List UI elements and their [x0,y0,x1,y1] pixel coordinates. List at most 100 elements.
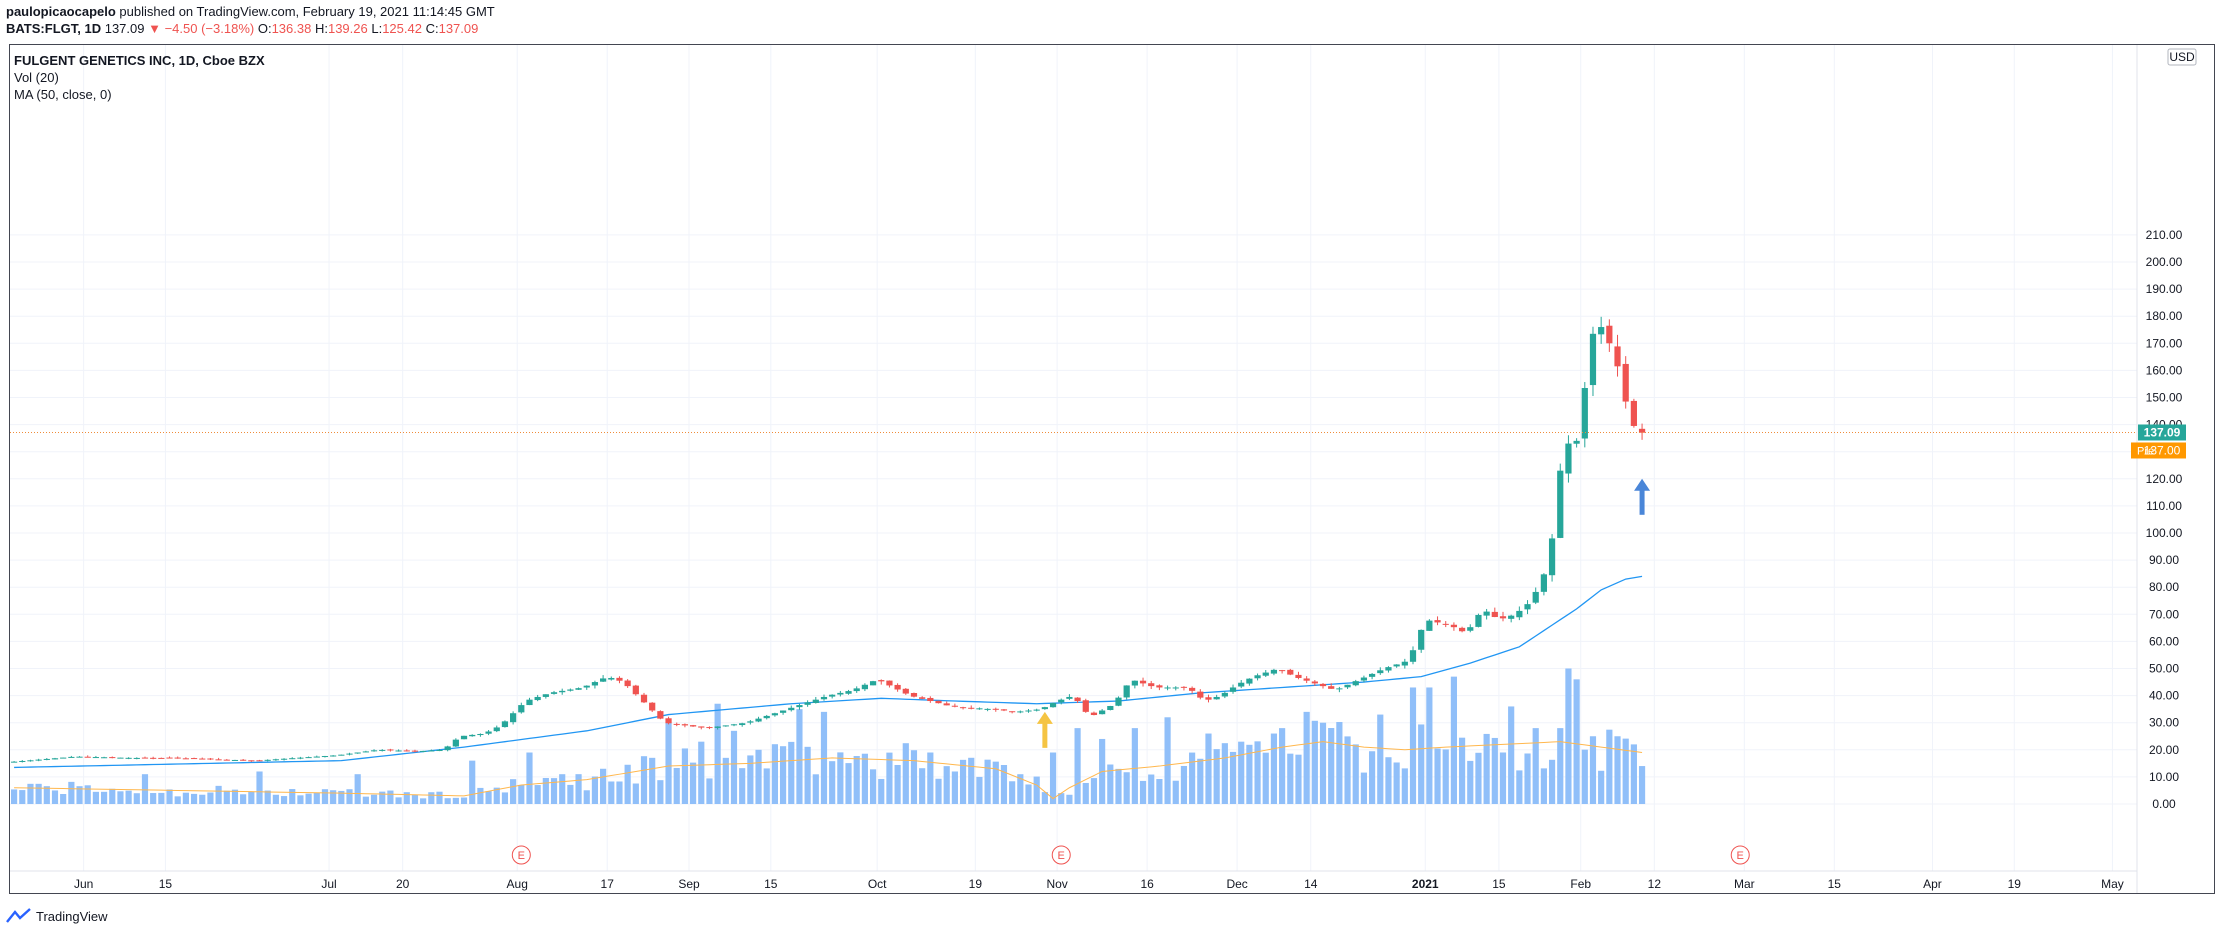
price-tick-label: 100.00 [2146,526,2183,540]
volume-bar [174,796,181,804]
publisher-name[interactable]: paulopicaocapelo [6,4,116,19]
volume-bar [869,769,877,804]
volume-bar [910,750,918,804]
volume-bar [730,730,738,804]
candle-body [182,758,189,760]
candle-body [493,727,500,732]
volume-bar [1336,721,1343,804]
volume-bar [1499,752,1507,804]
legend-title[interactable]: FULGENT GENETICS INC, 1D, Cboe BZX [14,53,265,68]
volume-bar [76,786,83,804]
volume-bar [117,791,124,804]
volume-bar [567,784,574,804]
volume-bar [19,790,26,804]
volume-bar [820,711,828,804]
volume-bar [158,792,165,804]
time-tick-label: Aug [507,877,528,891]
candle-body [1295,674,1302,678]
candle-body [714,726,721,728]
volume-bar [1049,752,1057,804]
volume-bar [518,784,525,804]
volume-bar [771,744,778,804]
volume-bar [92,791,99,804]
volume-bar [264,790,271,804]
volume-bar [1491,737,1498,804]
volume-bar [1115,768,1122,804]
high-label: H: [314,21,328,36]
volume-bar [1246,744,1253,804]
volume-bar [379,791,386,804]
volume-bar [681,748,689,804]
volume-bar [420,798,427,804]
legend-volume[interactable]: Vol (20) [14,70,59,85]
candle-body [1581,388,1588,439]
volume-bar [510,779,517,804]
volume-bar [591,776,599,804]
price-tick-label: 80.00 [2149,580,2179,594]
candle-body [346,753,353,755]
candle-body [935,700,942,704]
candle-body [1393,664,1400,667]
candle-body [837,692,844,695]
volume-bar [829,761,836,804]
chart-legend: FULGENT GENETICS INC, 1D, Cboe BZX Vol (… [14,52,265,103]
chart-frame[interactable]: E E E 0.00 10.00 20.00 30.00 40.00 50.00 60.00 70… [9,44,2215,894]
currency-label[interactable]: USD [2169,50,2195,64]
candle-body [264,759,271,761]
candle-body [1532,591,1539,603]
candle-body [1017,711,1024,713]
volume-bar [35,783,42,804]
price-tick-label: 200.00 [2146,255,2183,269]
time-tick-label: 15 [159,877,173,891]
open-value: 136.38 [271,21,312,36]
candle-body [1172,687,1179,689]
volume-bar [1287,753,1294,804]
volume-bar [534,785,541,804]
candle-body [927,697,934,702]
time-tick-label: 15 [1492,877,1506,891]
candle-body [779,710,787,713]
legend-ma[interactable]: MA (50, close, 0) [14,87,112,102]
candle-body [1638,428,1646,433]
candle-body [1254,675,1261,679]
candle-body [395,750,402,752]
volume-bar [1082,782,1089,804]
volume-bar [690,762,697,804]
price-chart[interactable]: E E E 0.00 10.00 20.00 30.00 40.00 50.00 60.00 70… [10,45,2214,893]
candle-body [1442,623,1449,625]
candle-body [796,705,803,708]
candle-body [567,689,574,691]
last-price-badge: 137.09 [2138,424,2186,441]
chart-header: paulopicaocapelo published on TradingVie… [6,3,495,37]
candle-body [853,688,860,692]
candle-body [1164,687,1171,689]
volume-bar [526,752,533,804]
volume-bar [330,790,337,804]
candle-body [428,750,435,752]
candle-body [1099,710,1106,715]
candle-body [886,680,893,686]
volume-bar [722,757,729,804]
candle-body [968,707,975,709]
price-tick-label: 30.00 [2149,716,2179,730]
candle-body [804,702,811,705]
earnings-marker: E [1051,845,1071,865]
volume-bar [1033,776,1040,804]
volume-bar [460,797,468,804]
volume-bar [1524,753,1531,804]
volume-bar [763,768,770,804]
candle-body [976,708,983,710]
time-axis: Jun 15 Jul 20 Aug 17 Sep 15 Oct 19 Nov 16 Dec 14 2021 1… [74,877,2124,891]
candle-body [1491,611,1498,618]
volume-bar [51,790,59,804]
publish-line: paulopicaocapelo published on TradingVie… [6,3,495,20]
footer-brand[interactable]: TradingView [6,908,108,924]
price-tick-label: 50.00 [2149,662,2179,676]
volume-bar [1328,728,1335,804]
volume-bar [313,792,320,804]
candle-body [100,757,108,759]
volume-bar [1074,728,1081,804]
candle-body [1000,709,1008,711]
time-tick-label: Nov [1046,877,1067,891]
volume-bar [1573,679,1580,804]
